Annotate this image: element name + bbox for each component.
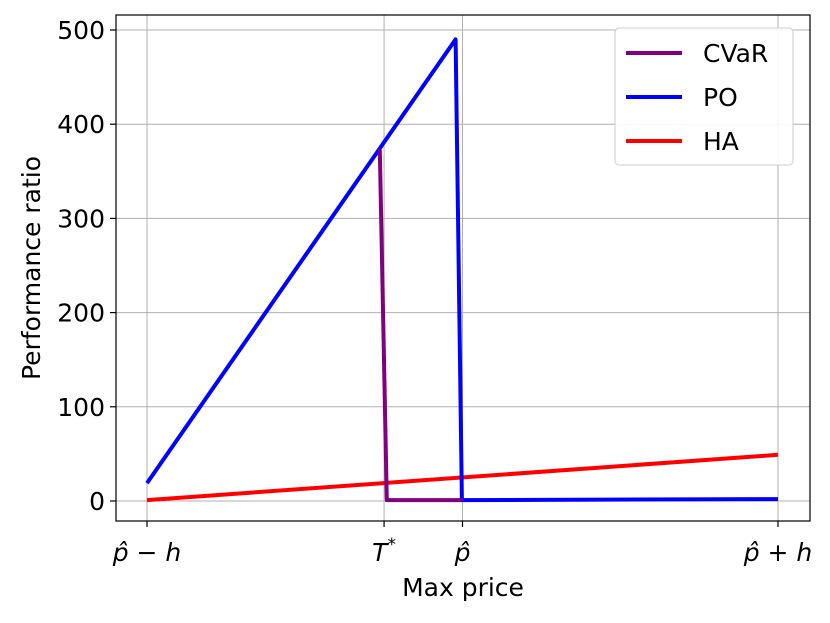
- y-tick-label: 200: [57, 299, 105, 328]
- x-axis-ticks: p̂ − h T* p̂ p̂ + h: [112, 521, 813, 567]
- y-axis-ticks: 0 100 200 300 400 500: [57, 16, 116, 516]
- legend-label-ha: HA: [703, 127, 739, 156]
- x-axis-label: Max price: [402, 573, 524, 602]
- y-tick-label: 300: [57, 204, 105, 233]
- x-tick-label: p̂ + h: [743, 538, 813, 567]
- x-tick-label: p̂ − h: [112, 538, 182, 567]
- y-tick-label: 500: [57, 16, 105, 45]
- series-line-po: [145, 37, 779, 503]
- y-tick-label: 100: [57, 393, 105, 422]
- legend: CVaR PO HA: [614, 27, 794, 166]
- x-tick-label: T*: [372, 535, 396, 567]
- legend-label-po: PO: [703, 83, 738, 112]
- series-line-cvar: [377, 149, 463, 503]
- x-tick-label: p̂: [454, 538, 471, 567]
- y-tick-label: 0: [89, 487, 105, 516]
- y-axis-label: Performance ratio: [17, 156, 46, 380]
- series-lines: [145, 37, 779, 503]
- legend-box: [614, 27, 794, 166]
- y-tick-label: 400: [57, 110, 105, 139]
- legend-label-cvar: CVaR: [703, 39, 768, 68]
